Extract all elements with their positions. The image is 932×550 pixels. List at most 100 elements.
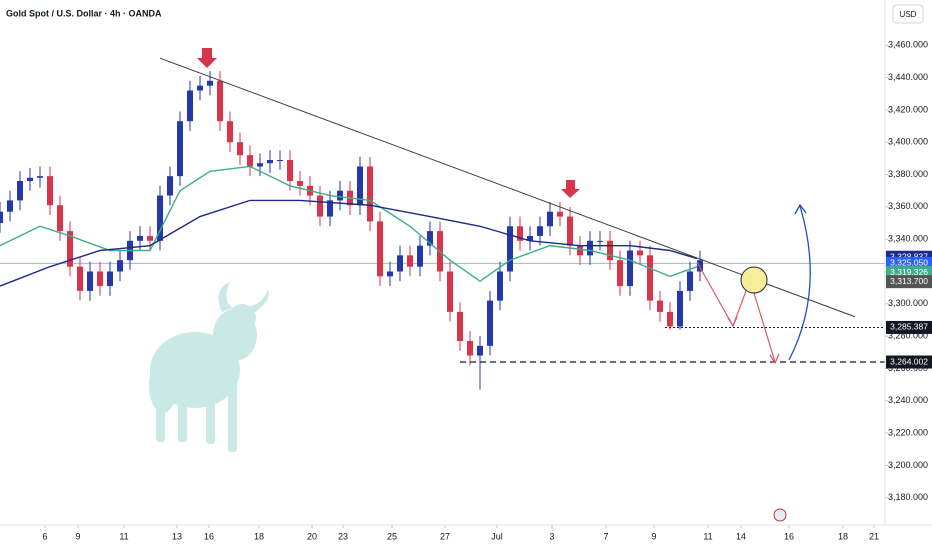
- y-tick-label: 3,240.000: [888, 395, 928, 405]
- candle-body: [427, 231, 433, 246]
- x-tick-label: 6: [42, 531, 47, 541]
- candle-body: [317, 195, 323, 217]
- price-label: 3,264.002: [890, 356, 928, 366]
- candle-body: [627, 250, 633, 287]
- x-tick-label: 9: [651, 531, 656, 541]
- candle-body: [507, 226, 513, 272]
- price-label: 3,313.700: [890, 276, 928, 286]
- candle-body: [567, 216, 573, 246]
- candle-body: [617, 260, 623, 287]
- candle-body: [77, 266, 83, 291]
- candle-body: [167, 176, 173, 196]
- candle-body: [327, 200, 333, 217]
- candle-body: [87, 271, 93, 291]
- y-tick-label: 3,380.000: [888, 169, 928, 179]
- candle-body: [207, 80, 213, 86]
- x-tick-label: 16: [784, 531, 794, 541]
- x-tick-label: 13: [172, 531, 182, 541]
- candle-body: [367, 166, 373, 222]
- candle-body: [247, 155, 253, 167]
- x-tick-label: 25: [387, 531, 397, 541]
- candle-body: [297, 181, 303, 186]
- x-tick-label: 7: [603, 531, 608, 541]
- candle-body: [97, 271, 103, 287]
- plot: [0, 57, 885, 390]
- candle-body: [557, 211, 563, 217]
- y-tick-label: 3,460.000: [888, 40, 928, 50]
- x-tick-label: 11: [119, 531, 128, 541]
- candle-body: [477, 345, 483, 356]
- candle-body: [17, 181, 23, 201]
- candle-body: [237, 142, 243, 156]
- candle-body: [597, 240, 603, 242]
- x-tick-label: 14: [736, 531, 746, 541]
- moving-average: [0, 199, 698, 287]
- down-marker: [197, 48, 217, 68]
- candle-body: [577, 245, 583, 256]
- candle-body: [47, 176, 53, 206]
- y-tick-label: 3,340.000: [888, 234, 928, 244]
- candle-body: [227, 121, 233, 143]
- candle-body: [267, 159, 273, 164]
- candle-body: [37, 176, 43, 178]
- candle-body: [387, 271, 393, 277]
- x-tick-label: 23: [338, 531, 348, 541]
- x-tick-label: 3: [549, 531, 554, 541]
- candle-body: [587, 240, 593, 256]
- candle-body: [67, 231, 73, 267]
- candle-body: [27, 177, 33, 182]
- candle-body: [467, 340, 473, 356]
- candle-body: [277, 159, 283, 161]
- y-tick-label: 3,440.000: [888, 72, 928, 82]
- x-tick-label: 21: [869, 531, 879, 541]
- blue-arrow: [788, 205, 811, 361]
- candle-body: [637, 250, 643, 256]
- candle-body: [337, 190, 343, 201]
- candle-body: [687, 271, 693, 291]
- x-tick-label: 16: [204, 531, 214, 541]
- y-tick-label: 3,180.000: [888, 492, 928, 502]
- candle-body: [147, 235, 153, 241]
- candle-body: [417, 245, 423, 267]
- y-tick-label: 3,300.000: [888, 298, 928, 308]
- y-tick-label: 3,400.000: [888, 137, 928, 147]
- candle-body: [0, 211, 3, 224]
- price-label-bg: [886, 320, 932, 334]
- candle-body: [357, 166, 363, 206]
- y-tick-label: 3,280.000: [888, 331, 928, 341]
- blue-arrowhead: [794, 203, 807, 215]
- candle-body: [677, 290, 683, 327]
- y-tick-label: 3,220.000: [888, 427, 928, 437]
- candle-body: [527, 235, 533, 241]
- y-tick-label: 3,420.000: [888, 104, 928, 114]
- candle-body: [607, 240, 613, 261]
- candle-body: [177, 121, 183, 177]
- moving-average: [0, 165, 698, 283]
- candle-body: [517, 226, 523, 241]
- candle-body: [407, 255, 413, 267]
- price-label: 3,285.387: [890, 322, 928, 332]
- candle-body: [377, 221, 383, 277]
- candle-body: [117, 260, 123, 272]
- candle-body: [537, 226, 543, 236]
- candle-body: [57, 205, 63, 232]
- x-tick-label: 18: [838, 531, 848, 541]
- candle-body: [7, 200, 13, 212]
- candle-body: [197, 85, 203, 91]
- y-tick-label: 3,200.000: [888, 460, 928, 470]
- projection-arrowheads: [727, 316, 780, 365]
- price-label-bg: [886, 355, 932, 369]
- chart-title: Gold Spot / U.S. Dollar · 4h · OANDA: [6, 8, 162, 18]
- candle-body: [697, 260, 703, 272]
- currency-box[interactable]: [892, 4, 924, 24]
- event-flag: [773, 508, 787, 522]
- candle-body: [487, 300, 493, 346]
- candle-body: [497, 271, 503, 301]
- candle-body: [257, 163, 263, 167]
- down-marker: [561, 180, 580, 198]
- candle-body: [647, 255, 653, 301]
- x-tick-label: 11: [703, 531, 712, 541]
- candle-body: [107, 271, 113, 287]
- x-tick-label: 27: [440, 531, 450, 541]
